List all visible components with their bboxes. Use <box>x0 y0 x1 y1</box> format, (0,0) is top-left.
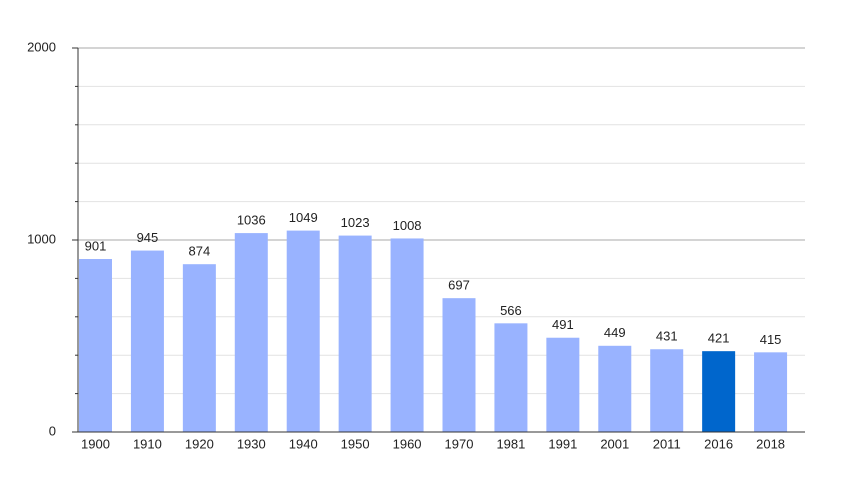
bar <box>286 230 320 432</box>
x-tick-label: 1950 <box>341 436 370 451</box>
bar <box>182 264 216 432</box>
value-label: 449 <box>604 325 626 340</box>
y-tick-label: 1000 <box>27 231 56 246</box>
x-tick-label: 1981 <box>496 436 525 451</box>
x-tick-label: 2016 <box>704 436 733 451</box>
value-label: 566 <box>500 303 522 318</box>
value-label: 431 <box>656 329 678 344</box>
bar <box>650 349 684 432</box>
x-tick-label: 1900 <box>81 436 110 451</box>
x-tick-label: 1910 <box>133 436 162 451</box>
x-tick-label: 2018 <box>756 436 785 451</box>
x-tick-label: 1970 <box>445 436 474 451</box>
value-label: 945 <box>137 230 159 245</box>
value-label: 874 <box>189 244 211 259</box>
value-label: 491 <box>552 317 574 332</box>
value-label: 1036 <box>237 213 266 228</box>
y-tick-label: 0 <box>49 423 56 438</box>
bar <box>234 233 268 432</box>
value-label: 415 <box>760 332 782 347</box>
bar <box>702 351 736 432</box>
value-label: 421 <box>708 331 730 346</box>
bar <box>390 238 424 432</box>
value-label: 1008 <box>393 218 422 233</box>
x-tick-label: 2001 <box>600 436 629 451</box>
bar <box>130 250 164 432</box>
x-tick-label: 1991 <box>548 436 577 451</box>
bar <box>754 352 788 432</box>
value-label: 697 <box>448 278 470 293</box>
x-tick-label: 1960 <box>393 436 422 451</box>
x-tick-label: 1920 <box>185 436 214 451</box>
bar <box>79 259 112 432</box>
value-label: 901 <box>85 238 107 253</box>
bar <box>442 298 476 432</box>
bar <box>546 337 580 432</box>
bar <box>598 345 632 432</box>
y-tick-label: 2000 <box>27 39 56 54</box>
x-tick-label: 1940 <box>289 436 318 451</box>
value-label: 1049 <box>289 210 318 225</box>
bar <box>338 235 372 432</box>
bar <box>494 323 528 432</box>
x-tick-label: 2011 <box>653 436 681 451</box>
x-tick-label: 1930 <box>237 436 266 451</box>
value-label: 1023 <box>341 215 370 230</box>
